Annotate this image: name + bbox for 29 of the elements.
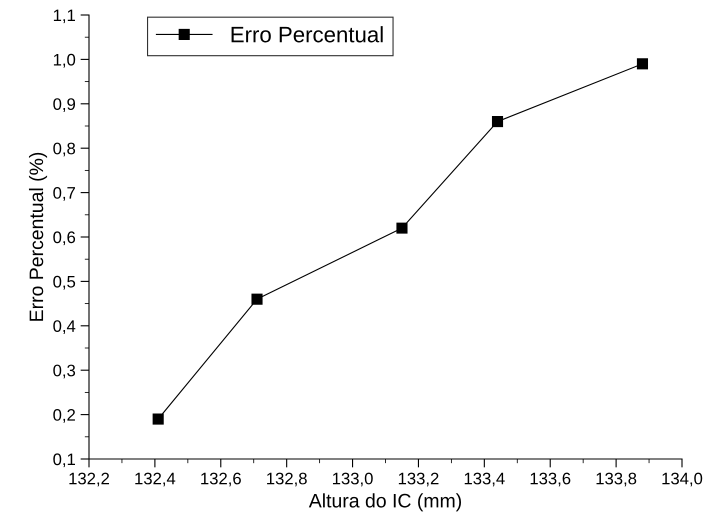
y-tick-label: 0,5 xyxy=(53,276,76,290)
y-tick-label: 0,4 xyxy=(53,320,76,334)
point xyxy=(251,294,263,305)
y-tick-label: 0,2 xyxy=(53,409,75,423)
y-tick-label: 0,8 xyxy=(53,142,76,156)
x-tick-label: 133,2 xyxy=(398,472,438,486)
y-tick-label: 0,6 xyxy=(53,231,76,246)
point xyxy=(492,116,504,128)
point xyxy=(636,58,648,70)
y-tick-label: 0,7 xyxy=(53,187,75,201)
point xyxy=(396,222,408,234)
y-axis-title: Erro Percentual (%) xyxy=(28,152,48,321)
x-tick-label: 132,6 xyxy=(201,472,241,486)
x-tick-label: 132,2 xyxy=(69,472,110,486)
y-tick-label: 0,1 xyxy=(53,453,75,468)
legend-label: Erro Percentual xyxy=(232,26,383,42)
x-tick-label: 132,4 xyxy=(135,472,176,486)
y-tick-label: 1,0 xyxy=(54,54,76,68)
y-tick-label: 0,9 xyxy=(53,98,76,112)
x-axis-title: Altura do IC (mm) xyxy=(308,493,462,512)
x-tick-label: 133,8 xyxy=(596,472,636,486)
x-tick-label: 132,8 xyxy=(267,472,307,486)
y-tick-label: 1,1 xyxy=(54,10,75,24)
y-tick-label: 0,3 xyxy=(53,364,76,378)
x-tick-label: 134,0 xyxy=(662,472,702,486)
x-tick-label: 133,6 xyxy=(530,472,570,486)
point xyxy=(152,413,164,425)
x-tick-label: 133,4 xyxy=(464,472,505,486)
x-tick-label: 133,0 xyxy=(332,472,373,486)
